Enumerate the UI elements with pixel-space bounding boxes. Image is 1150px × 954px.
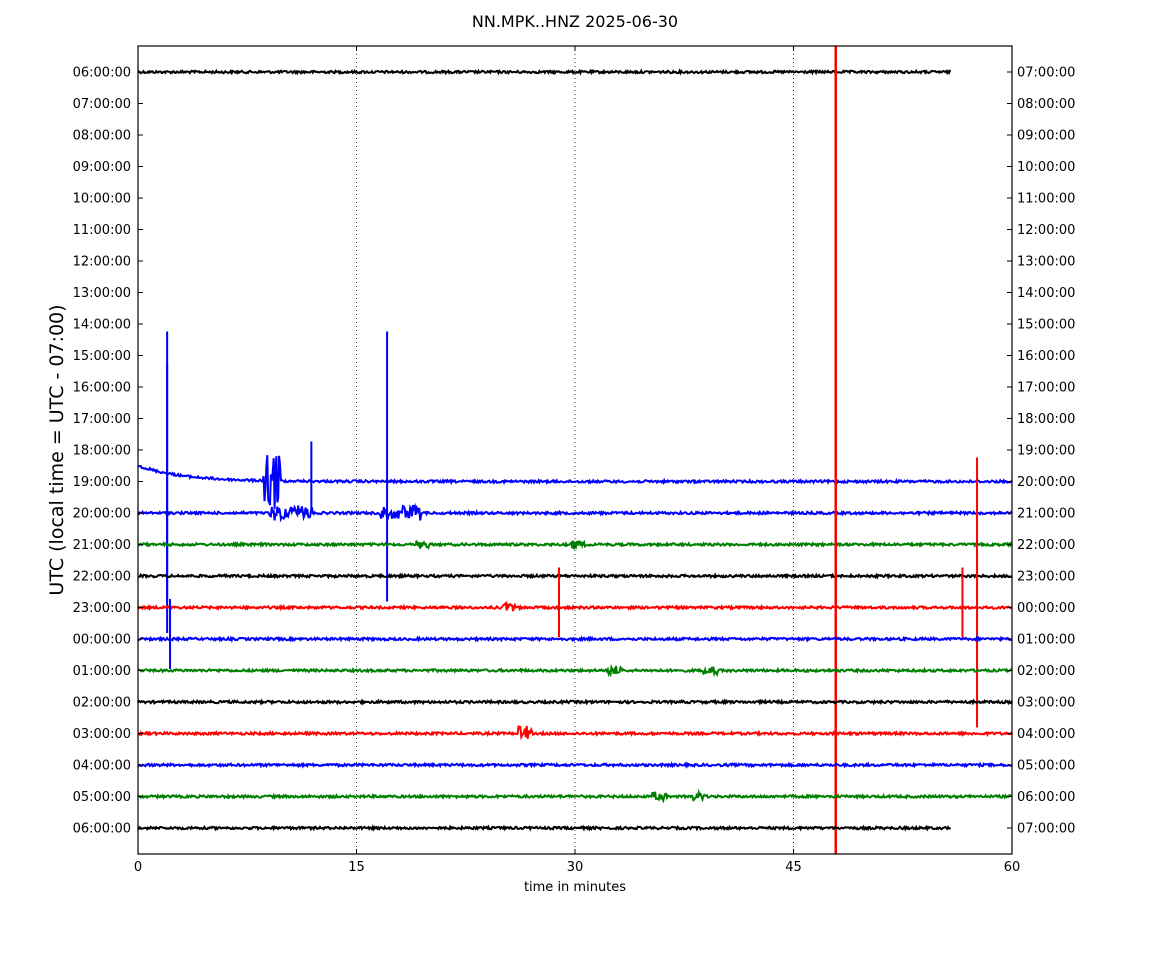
right-tick-label: 14:00:00 bbox=[1017, 286, 1075, 301]
right-tick-label: 13:00:00 bbox=[1017, 255, 1075, 270]
right-tick-label: 08:00:00 bbox=[1017, 97, 1075, 112]
right-tick-label: 22:00:00 bbox=[1017, 538, 1075, 553]
left-tick-label: 20:00:00 bbox=[73, 507, 131, 522]
right-axis: 07:00:00 08:00:00 09:00:00 10:00:00 11:00:00… bbox=[1007, 66, 1075, 837]
right-tick-label: 12:00:00 bbox=[1017, 223, 1075, 238]
trace-200000-2 bbox=[137, 502, 1013, 523]
left-tick-label: 03:00:00 bbox=[73, 727, 131, 742]
right-tick-label: 21:00:00 bbox=[1017, 507, 1075, 522]
left-tick-label: 14:00:00 bbox=[73, 318, 131, 333]
trace-210000-3 bbox=[137, 539, 1013, 551]
trace-060000-12 bbox=[137, 824, 951, 832]
x-tick-label: 60 bbox=[1004, 860, 1021, 875]
left-tick-label: 07:00:00 bbox=[73, 97, 131, 112]
right-tick-label: 07:00:00 bbox=[1017, 822, 1075, 837]
right-tick-label: 03:00:00 bbox=[1017, 696, 1075, 711]
trace-230000-5 bbox=[137, 600, 1013, 612]
left-tick-label: 21:00:00 bbox=[73, 538, 131, 553]
trace-190000-1 bbox=[137, 455, 1013, 509]
right-tick-label: 17:00:00 bbox=[1017, 381, 1075, 396]
left-tick-label: 05:00:00 bbox=[73, 790, 131, 805]
right-tick-label: 07:00:00 bbox=[1017, 66, 1075, 81]
right-tick-label: 10:00:00 bbox=[1017, 160, 1075, 175]
left-tick-label: 19:00:00 bbox=[73, 475, 131, 490]
traces bbox=[137, 46, 1013, 854]
right-tick-label: 06:00:00 bbox=[1017, 790, 1075, 805]
left-tick-label: 02:00:00 bbox=[73, 696, 131, 711]
left-tick-label: 13:00:00 bbox=[73, 286, 131, 301]
left-tick-label: 09:00:00 bbox=[73, 160, 131, 175]
right-tick-label: 02:00:00 bbox=[1017, 664, 1075, 679]
right-tick-label: 20:00:00 bbox=[1017, 475, 1075, 490]
left-tick-label: 10:00:00 bbox=[73, 192, 131, 207]
left-tick-label: 08:00:00 bbox=[73, 129, 131, 144]
trace-060000-0 bbox=[137, 68, 951, 76]
x-tick-label: 0 bbox=[134, 860, 142, 875]
right-tick-label: 15:00:00 bbox=[1017, 318, 1075, 333]
right-tick-label: 04:00:00 bbox=[1017, 727, 1075, 742]
right-tick-label: 01:00:00 bbox=[1017, 633, 1075, 648]
left-tick-label: 17:00:00 bbox=[73, 412, 131, 427]
y-axis-label: UTC (local time = UTC - 07:00) bbox=[46, 304, 68, 595]
left-tick-label: 06:00:00 bbox=[73, 66, 131, 81]
trace-030000-9 bbox=[137, 725, 1013, 741]
left-tick-label: 18:00:00 bbox=[73, 444, 131, 459]
left-tick-label: 00:00:00 bbox=[73, 633, 131, 648]
right-tick-label: 23:00:00 bbox=[1017, 570, 1075, 585]
left-tick-label: 06:00:00 bbox=[73, 822, 131, 837]
x-axis-label: time in minutes bbox=[524, 880, 626, 895]
trace-040000-10 bbox=[137, 761, 1013, 770]
right-tick-label: 19:00:00 bbox=[1017, 444, 1075, 459]
right-tick-label: 16:00:00 bbox=[1017, 349, 1075, 364]
left-tick-label: 22:00:00 bbox=[73, 570, 131, 585]
left-tick-label: 12:00:00 bbox=[73, 255, 131, 270]
right-tick-label: 00:00:00 bbox=[1017, 601, 1075, 616]
right-tick-label: 18:00:00 bbox=[1017, 412, 1075, 427]
right-tick-label: 11:00:00 bbox=[1017, 192, 1075, 207]
right-tick-label: 09:00:00 bbox=[1017, 129, 1075, 144]
chart-title: NN.MPK..HNZ 2025-06-30 bbox=[472, 12, 678, 31]
x-tick-label: 30 bbox=[567, 860, 584, 875]
x-tick-label: 15 bbox=[348, 860, 365, 875]
right-tick-label: 05:00:00 bbox=[1017, 759, 1075, 774]
x-tick-label: 45 bbox=[785, 860, 802, 875]
grid bbox=[356, 46, 794, 854]
left-tick-label: 16:00:00 bbox=[73, 381, 131, 396]
left-tick-label: 15:00:00 bbox=[73, 349, 131, 364]
trace-220000-4 bbox=[137, 572, 1013, 580]
trace-010000-7 bbox=[137, 663, 1013, 678]
left-tick-label: 11:00:00 bbox=[73, 223, 131, 238]
trace-050000-11 bbox=[137, 788, 1013, 804]
left-axis: 06:00:00 07:00:00 08:00:00 09:00:00 10:00:00… bbox=[73, 66, 143, 837]
left-tick-label: 23:00:00 bbox=[73, 601, 131, 616]
left-tick-label: 04:00:00 bbox=[73, 759, 131, 774]
x-axis: 0 15 30 45 60 bbox=[134, 46, 1020, 875]
left-tick-label: 01:00:00 bbox=[73, 664, 131, 679]
